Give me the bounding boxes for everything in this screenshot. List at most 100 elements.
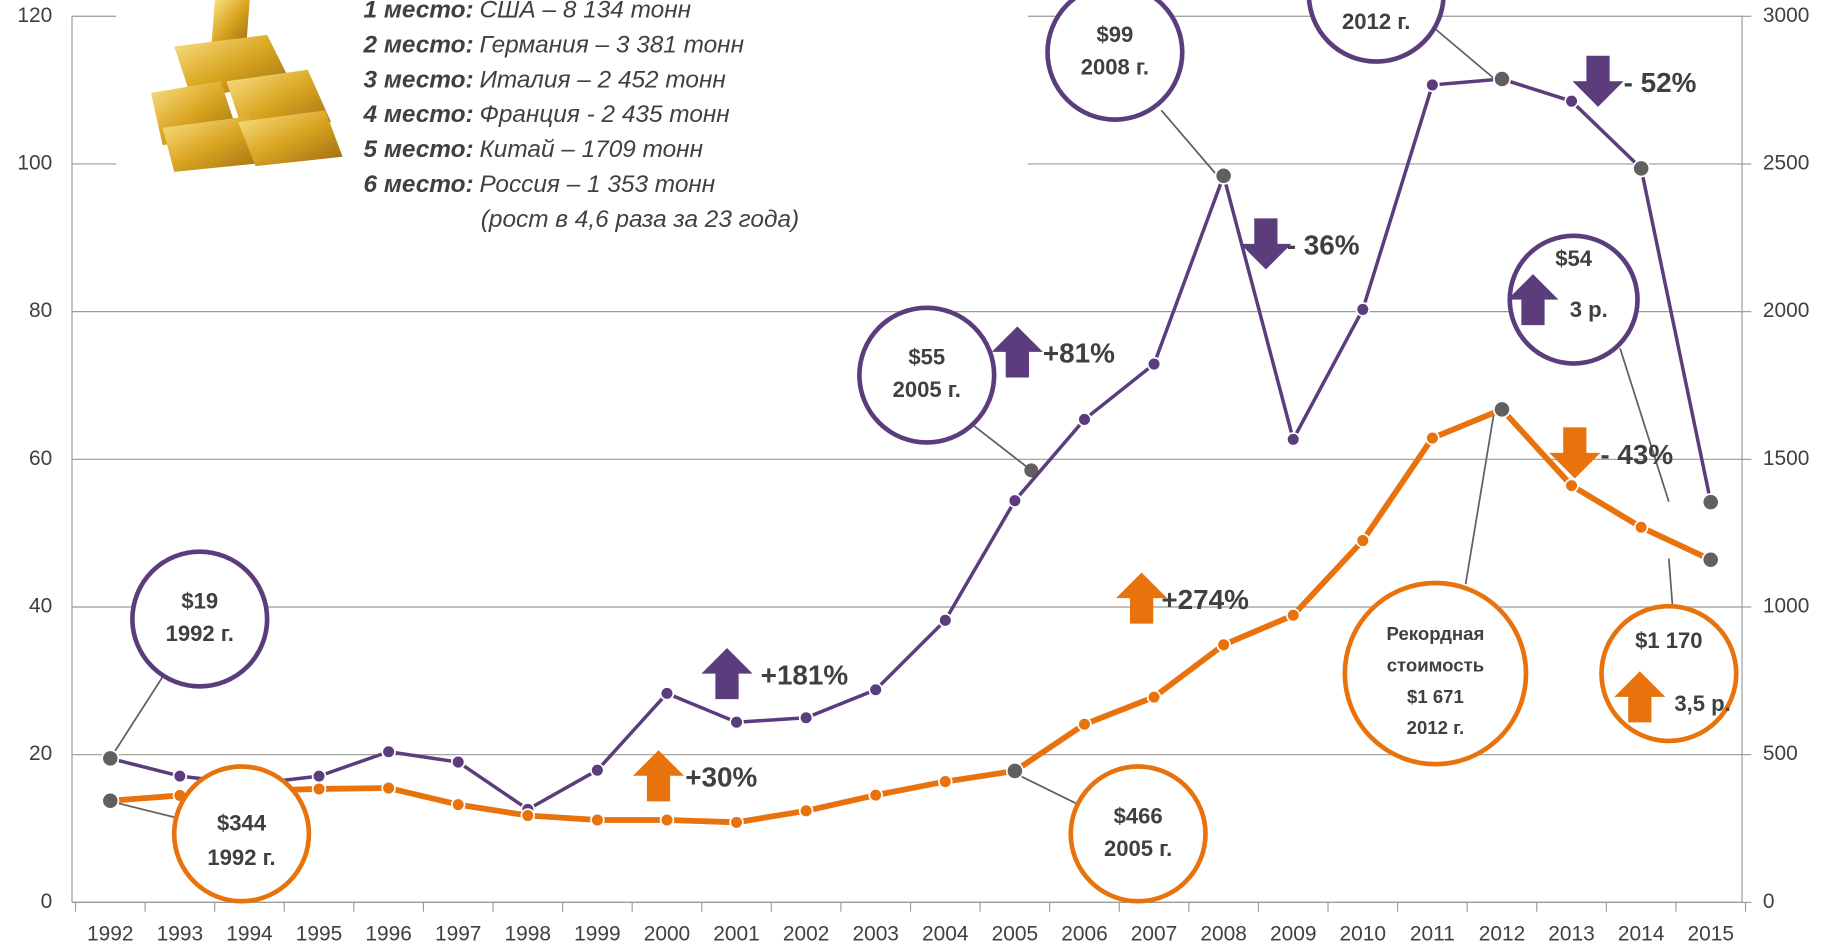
x-tick-label: 2014 (1618, 922, 1664, 945)
point (730, 816, 743, 829)
ranking-text: Италия – 2 452 тонн (479, 67, 725, 94)
x-tick-label: 1995 (296, 922, 342, 945)
x-tick-label: 2012 (1479, 922, 1525, 945)
y-tick-label: 100 (17, 151, 52, 174)
change-label: +81% (1043, 338, 1115, 369)
point (102, 750, 118, 766)
ranking-line: 2 место:Германия – 3 381 тонн (363, 32, 745, 59)
x-tick-label: 2006 (1061, 922, 1107, 945)
point (661, 687, 674, 700)
point (1635, 521, 1648, 534)
callout-text: $19 (181, 589, 218, 614)
point (800, 711, 813, 724)
x-tick-label: 2013 (1548, 922, 1594, 945)
callout-text: $1 671 (1407, 686, 1464, 707)
callout-text: 2012 г. (1342, 9, 1410, 34)
point (521, 809, 534, 822)
leader-line (1466, 409, 1495, 584)
point (800, 804, 813, 817)
point (1426, 79, 1439, 92)
callout-text: $55 (908, 345, 945, 370)
point (1217, 638, 1230, 651)
callout-text: 2012 г. (1407, 717, 1465, 738)
x-tick-label: 2010 (1340, 922, 1386, 945)
x-tick-label: 2008 (1200, 922, 1246, 945)
x-tick-label: 1996 (365, 922, 411, 945)
change-arrow (633, 750, 684, 801)
ranking-line: 4 место:Франция - 2 435 тонн (363, 102, 730, 129)
change-label: - 52% (1624, 67, 1697, 98)
ranking-note: (рост в 4,6 раза за 23 года) (481, 206, 799, 233)
point (452, 798, 465, 811)
ranking-line: 6 место:Россия – 1 353 тонн (364, 171, 716, 198)
y2-tick-label: 3000 (1763, 4, 1809, 27)
leader-line (1161, 110, 1217, 175)
chart: 0204060801001200500100015002000250030001… (0, 0, 1821, 950)
ranking-text: Франция - 2 435 тонн (479, 102, 729, 129)
point (869, 789, 882, 802)
x-tick-label: 2015 (1687, 922, 1733, 945)
ranking-line: 5 место:Китай – 1709 тонн (364, 136, 704, 163)
callout-text: $344 (217, 810, 267, 835)
point (313, 783, 326, 796)
y-tick-label: 40 (29, 595, 52, 618)
point (591, 764, 604, 777)
point (661, 814, 674, 827)
y2-tick-label: 500 (1763, 742, 1798, 765)
point (1148, 691, 1161, 704)
leader-line (1428, 23, 1494, 79)
callout-circle (1602, 606, 1737, 741)
ranking-text: Китай – 1709 тонн (479, 136, 703, 163)
x-tick-label: 2002 (783, 922, 829, 945)
point (173, 770, 186, 783)
x-tick-label: 1992 (87, 922, 133, 945)
x-tick-label: 1999 (574, 922, 620, 945)
y2-tick-label: 0 (1763, 890, 1775, 913)
point (869, 683, 882, 696)
point (939, 775, 952, 788)
callout-text: $54 (1555, 246, 1593, 271)
point (1703, 494, 1719, 510)
point (1287, 433, 1300, 446)
x-tick-label: 2009 (1270, 922, 1316, 945)
change-label: - 43% (1600, 439, 1673, 470)
point (1287, 609, 1300, 622)
ranking-line: 3 место:Италия – 2 452 тонн (364, 67, 726, 94)
y2-tick-label: 2000 (1763, 299, 1809, 322)
y-tick-label: 60 (29, 447, 52, 470)
x-tick-label: 2000 (644, 922, 690, 945)
ranking-place: 3 место: (364, 67, 474, 94)
change-label: +274% (1161, 584, 1249, 615)
ranking-place: 6 место: (364, 171, 474, 198)
x-tick-label: 2011 (1410, 922, 1455, 945)
point (382, 782, 395, 795)
point (1565, 95, 1578, 108)
callout-text: $466 (1114, 803, 1163, 828)
ranking-place: 2 место: (363, 32, 474, 59)
ranking-place: 5 место: (364, 136, 474, 163)
x-tick-label: 2005 (992, 922, 1038, 945)
change-label: +30% (685, 762, 757, 793)
y-tick-label: 20 (29, 742, 52, 765)
callout-text: 2008 г. (1081, 54, 1149, 79)
point (1356, 303, 1369, 316)
x-tick-label: 1997 (435, 922, 481, 945)
leader-line (1669, 559, 1672, 604)
point (1148, 358, 1161, 371)
callout-text: 1992 г. (207, 845, 275, 870)
change-arrow (1116, 573, 1167, 624)
callout-text: стоимость (1387, 655, 1484, 676)
callout-text: $1 170 (1635, 628, 1702, 653)
point (591, 814, 604, 827)
callout-text: 3 р. (1570, 297, 1608, 322)
point (1703, 552, 1719, 568)
ranking-text: Германия – 3 381 тонн (479, 32, 744, 59)
point (1565, 479, 1578, 492)
ranking-text: США – 8 134 тонн (479, 0, 691, 24)
callout-text: 2005 г. (1104, 836, 1172, 861)
change-label: +181% (761, 659, 849, 690)
ranking-text: Россия – 1 353 тонн (479, 171, 715, 198)
point (1494, 71, 1510, 87)
change-arrow (1572, 56, 1623, 107)
x-tick-label: 2003 (852, 922, 898, 945)
